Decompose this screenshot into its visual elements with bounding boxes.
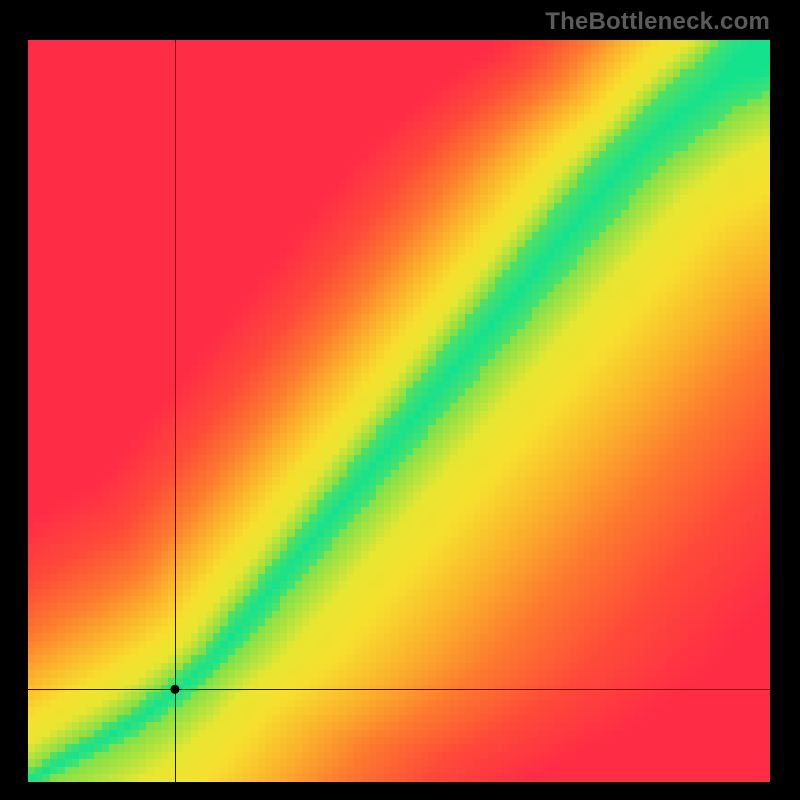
heatmap-canvas (28, 40, 770, 782)
watermark-text: TheBottleneck.com (545, 8, 770, 36)
root-container: TheBottleneck.com (0, 0, 800, 800)
heatmap-plot (28, 40, 770, 782)
